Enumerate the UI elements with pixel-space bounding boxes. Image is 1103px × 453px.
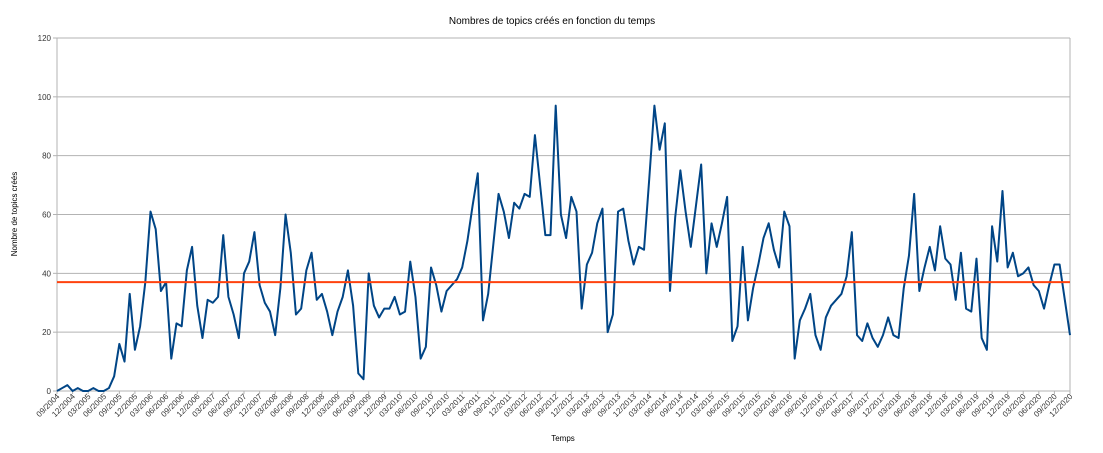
y-tick-label: 80 [42, 152, 51, 161]
x-axis-title: Temps [551, 434, 575, 443]
y-tick-label: 0 [47, 387, 52, 396]
y-axis-title: Nombre de topics créés [10, 172, 19, 256]
series-line [56, 104, 1071, 392]
chart-title: Nombres de topics créés en fonction du t… [449, 16, 655, 27]
y-tick-label: 40 [42, 269, 51, 278]
y-tick-label: 120 [38, 34, 52, 43]
y-tick-label: 20 [42, 328, 51, 337]
y-tick-label: 100 [38, 93, 52, 102]
y-tick-label: 60 [42, 211, 51, 220]
